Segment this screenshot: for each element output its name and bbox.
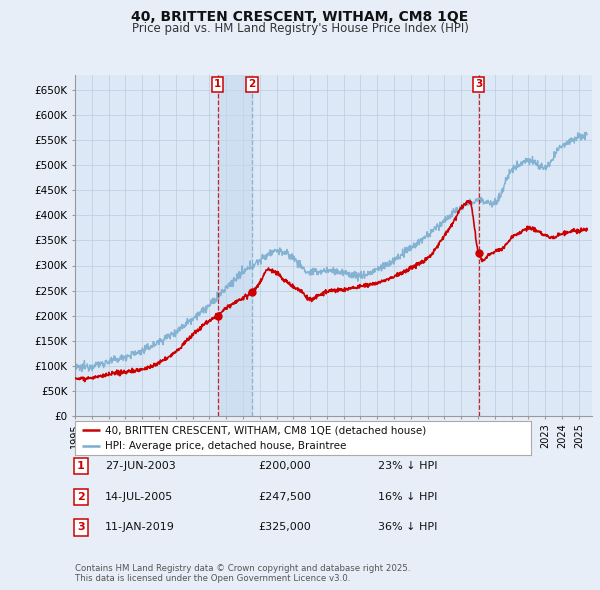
Text: 14-JUL-2005: 14-JUL-2005	[105, 492, 173, 502]
Text: 3: 3	[475, 80, 482, 90]
Text: 27-JUN-2003: 27-JUN-2003	[105, 461, 176, 471]
Text: 23% ↓ HPI: 23% ↓ HPI	[378, 461, 437, 471]
Text: £200,000: £200,000	[258, 461, 311, 471]
Text: 36% ↓ HPI: 36% ↓ HPI	[378, 523, 437, 532]
Text: 40, BRITTEN CRESCENT, WITHAM, CM8 1QE: 40, BRITTEN CRESCENT, WITHAM, CM8 1QE	[131, 10, 469, 24]
Bar	[218, 75, 252, 416]
Text: £325,000: £325,000	[258, 523, 311, 532]
Text: 3: 3	[77, 523, 85, 532]
Text: 2: 2	[248, 80, 256, 90]
Text: Price paid vs. HM Land Registry's House Price Index (HPI): Price paid vs. HM Land Registry's House …	[131, 22, 469, 35]
Text: Contains HM Land Registry data © Crown copyright and database right 2025.
This d: Contains HM Land Registry data © Crown c…	[75, 563, 410, 583]
Text: 1: 1	[77, 461, 85, 471]
Text: 2: 2	[77, 492, 85, 502]
Text: 40, BRITTEN CRESCENT, WITHAM, CM8 1QE (detached house): 40, BRITTEN CRESCENT, WITHAM, CM8 1QE (d…	[104, 425, 426, 435]
Text: HPI: Average price, detached house, Braintree: HPI: Average price, detached house, Brai…	[104, 441, 346, 451]
Text: 16% ↓ HPI: 16% ↓ HPI	[378, 492, 437, 502]
Text: 11-JAN-2019: 11-JAN-2019	[105, 523, 175, 532]
Text: 1: 1	[214, 80, 221, 90]
Text: £247,500: £247,500	[258, 492, 311, 502]
